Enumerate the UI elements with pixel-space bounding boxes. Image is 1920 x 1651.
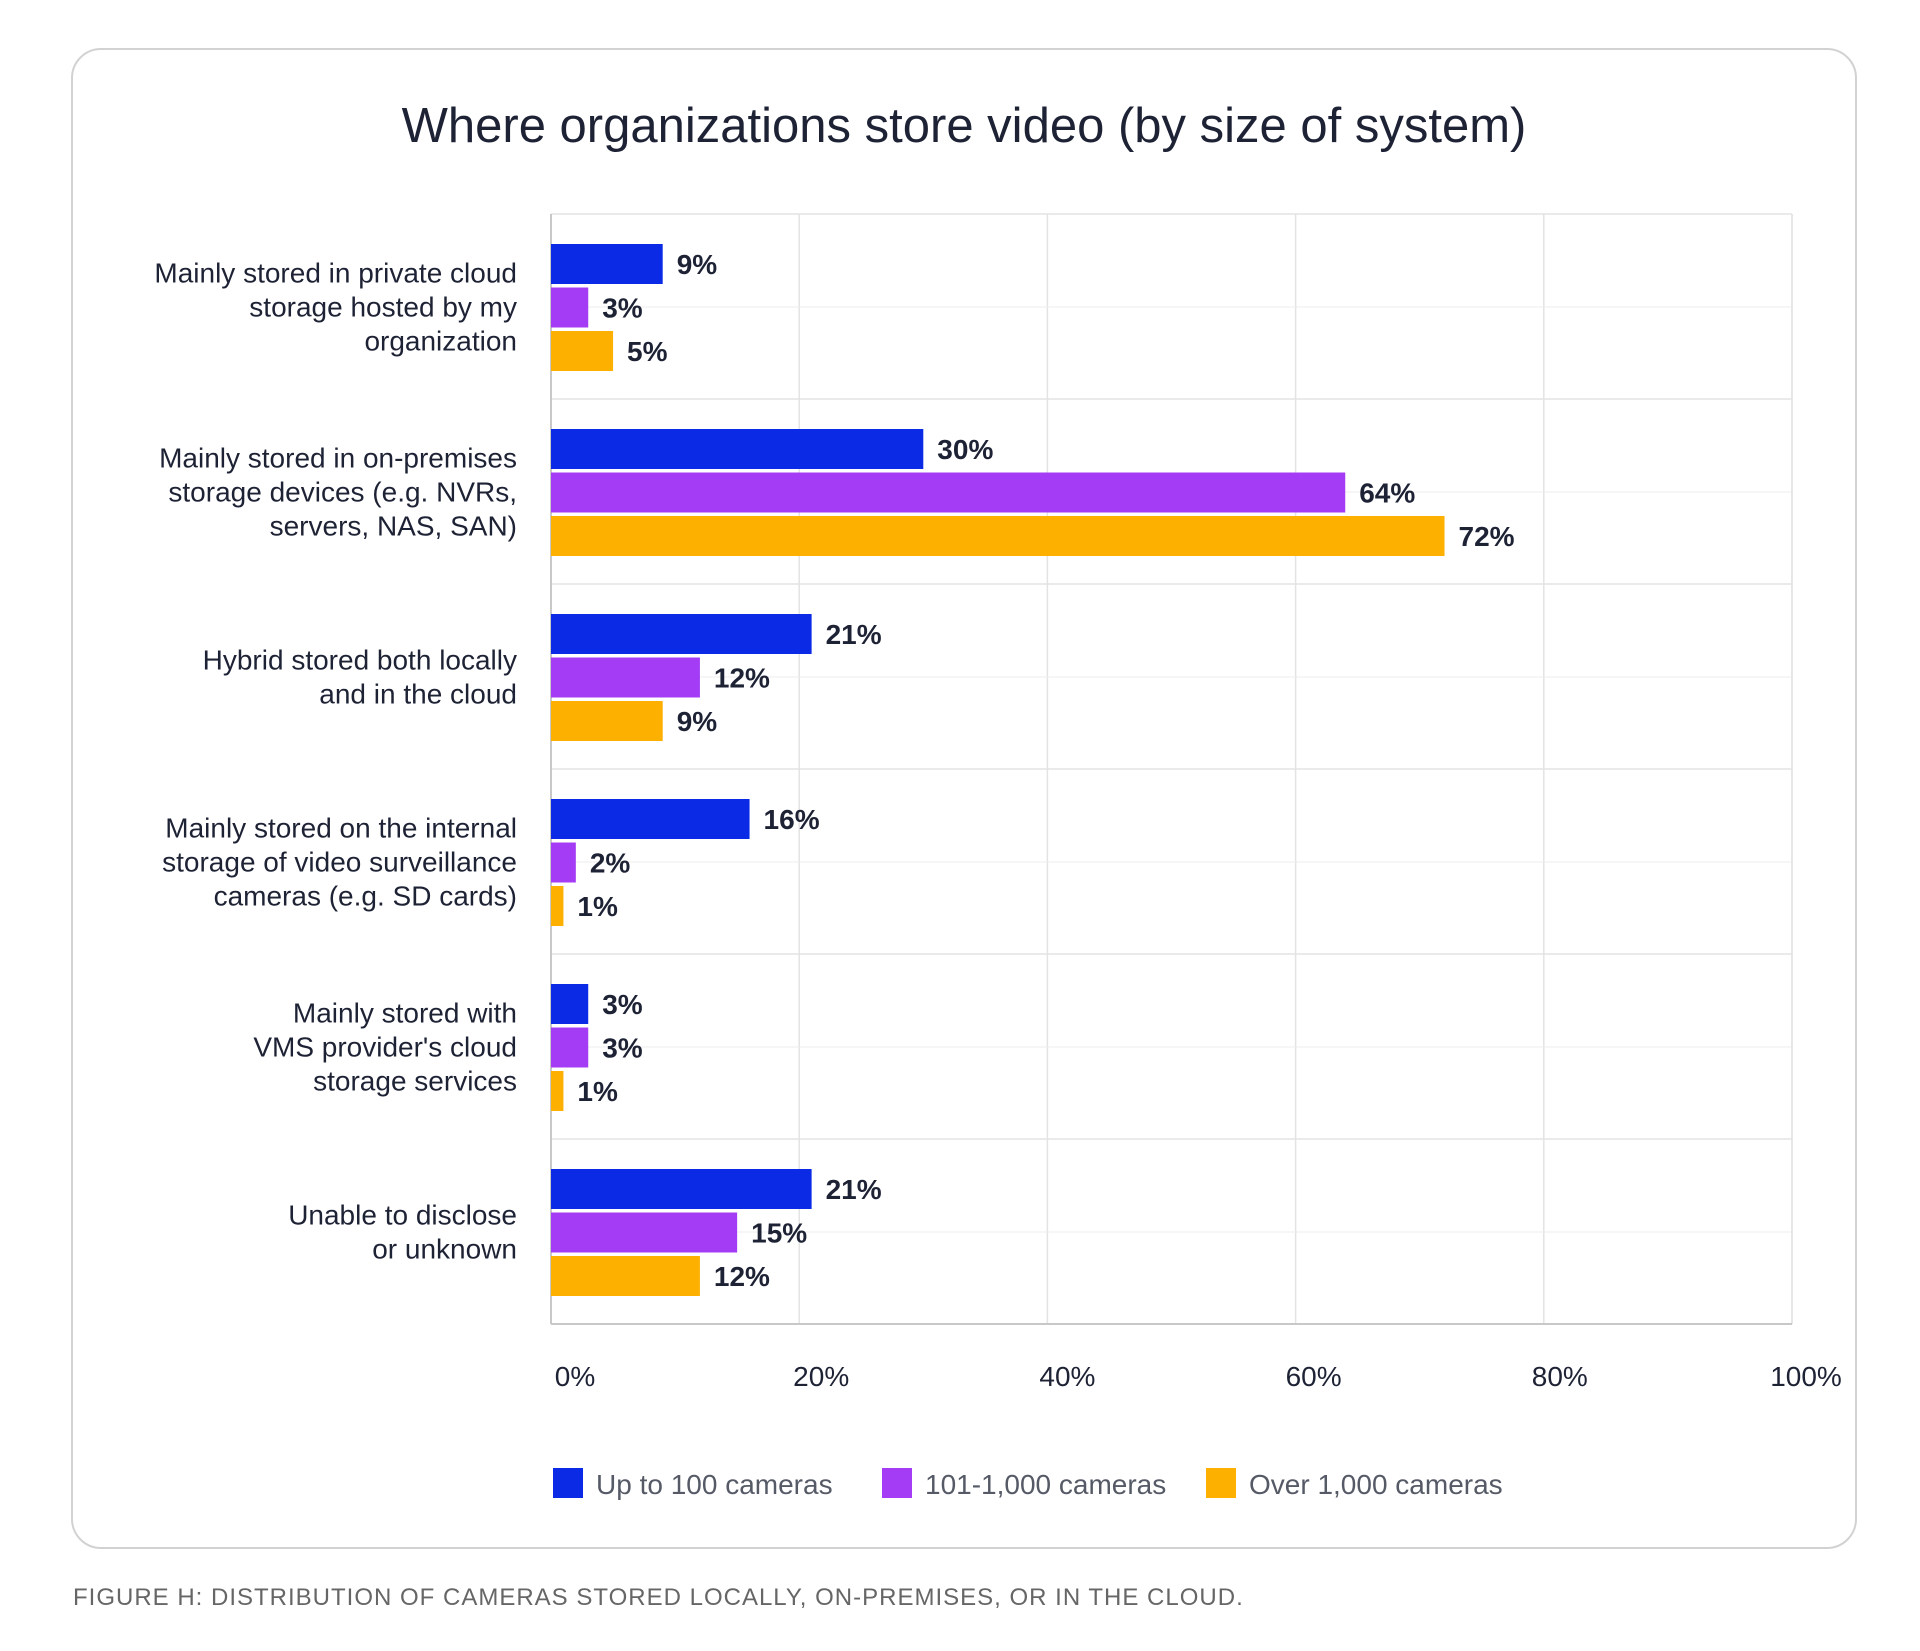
bar bbox=[551, 886, 564, 926]
bar bbox=[551, 472, 1346, 513]
bar bbox=[551, 516, 1445, 556]
data-label: 30% bbox=[937, 434, 993, 465]
data-label: 21% bbox=[826, 1174, 882, 1205]
data-label: 2% bbox=[590, 848, 631, 879]
legend-swatch bbox=[553, 1468, 583, 1498]
bar bbox=[551, 1212, 738, 1253]
data-label: 3% bbox=[602, 1033, 643, 1064]
bar bbox=[551, 1256, 700, 1296]
data-label: 5% bbox=[627, 336, 668, 367]
data-label: 1% bbox=[577, 1076, 618, 1107]
bar bbox=[551, 614, 812, 654]
bar bbox=[551, 287, 589, 328]
bar bbox=[551, 1071, 564, 1111]
x-tick-label: 100% bbox=[1770, 1361, 1842, 1392]
chart-title: Where organizations store video (by size… bbox=[401, 99, 1527, 153]
data-label: 15% bbox=[751, 1218, 807, 1249]
bar bbox=[551, 244, 663, 284]
bar bbox=[551, 984, 589, 1024]
legend-swatch bbox=[1206, 1468, 1236, 1498]
bar bbox=[551, 1169, 812, 1209]
category-label: Mainly stored in on-premises storage devi… bbox=[159, 443, 517, 542]
figure-caption: FIGURE H: DISTRIBUTION OF CAMERAS STORED… bbox=[73, 1584, 1244, 1611]
bar bbox=[551, 657, 700, 698]
bar bbox=[551, 429, 924, 469]
category-label: Hybrid stored both locally and in the clo… bbox=[203, 645, 517, 710]
category-label: Mainly stored on the internal storage of … bbox=[162, 813, 517, 912]
bar bbox=[551, 701, 663, 741]
data-label: 9% bbox=[677, 706, 718, 737]
data-label: 64% bbox=[1359, 478, 1415, 509]
legend-swatch bbox=[882, 1468, 912, 1498]
category-label: Unable to disclose or unknown bbox=[288, 1200, 517, 1265]
legend-label: Up to 100 cameras bbox=[596, 1469, 833, 1500]
chart-card bbox=[71, 48, 1857, 1549]
legend-label: Over 1,000 cameras bbox=[1249, 1469, 1503, 1500]
data-label: 3% bbox=[602, 989, 643, 1020]
bar bbox=[551, 1027, 589, 1068]
data-label: 1% bbox=[577, 891, 618, 922]
data-label: 12% bbox=[714, 1261, 770, 1292]
data-label: 72% bbox=[1459, 521, 1515, 552]
bar bbox=[551, 842, 576, 883]
data-label: 9% bbox=[677, 249, 718, 280]
x-tick-label: 20% bbox=[793, 1361, 849, 1392]
x-tick-label: 60% bbox=[1286, 1361, 1342, 1392]
data-label: 16% bbox=[764, 804, 820, 835]
category-label: Mainly stored in private cloud storage ho… bbox=[154, 258, 517, 357]
bar bbox=[551, 799, 750, 839]
data-label: 12% bbox=[714, 663, 770, 694]
data-label: 3% bbox=[602, 293, 643, 324]
legend-label: 101-1,000 cameras bbox=[925, 1469, 1166, 1500]
data-label: 21% bbox=[826, 619, 882, 650]
x-tick-label: 80% bbox=[1532, 1361, 1588, 1392]
category-label: Mainly stored with VMS provider's cloud st… bbox=[253, 998, 517, 1097]
x-tick-label: 0% bbox=[555, 1361, 595, 1392]
bar bbox=[551, 331, 614, 371]
x-tick-label: 40% bbox=[1039, 1361, 1095, 1392]
